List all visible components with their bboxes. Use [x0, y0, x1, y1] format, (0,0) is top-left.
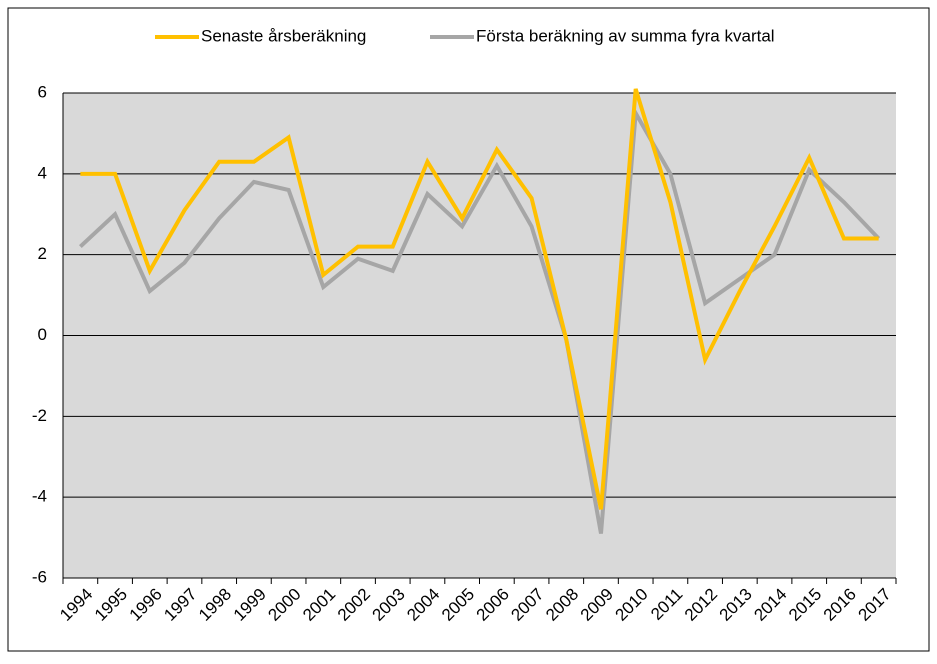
y-tick-label: 0 [38, 325, 47, 344]
legend-label: Senaste årsberäkning [201, 26, 366, 45]
y-tick-label: -6 [32, 567, 47, 586]
y-tick-label: -4 [32, 487, 47, 506]
legend-label: Första beräkning av summa fyra kvartal [476, 26, 775, 45]
series-line [78, 106, 881, 534]
y-tick-label: -2 [32, 406, 47, 425]
y-tick-label: 2 [38, 244, 47, 263]
series-line [80, 88, 879, 510]
y-tick-label: 6 [38, 82, 47, 101]
y-tick-label: 4 [38, 163, 47, 182]
